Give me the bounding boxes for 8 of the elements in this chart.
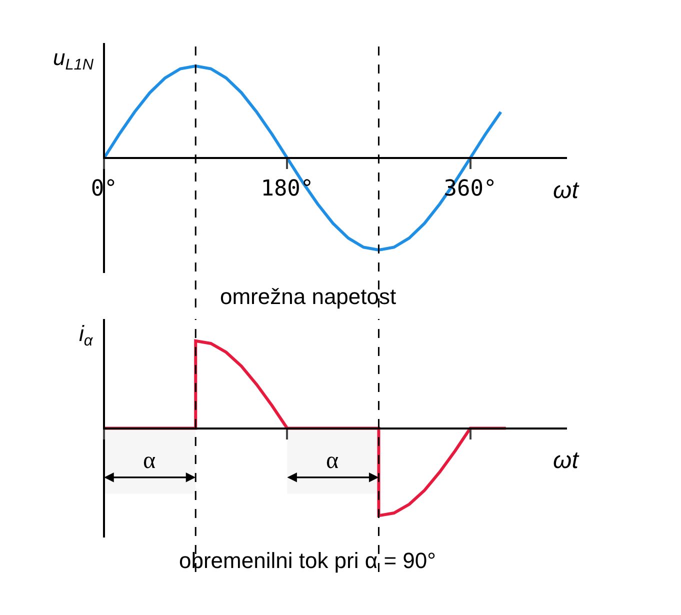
band-label: α xyxy=(143,448,156,474)
text: omrežna napetost xyxy=(220,284,396,309)
text: obremenilni tok pri α = 90° xyxy=(179,548,436,573)
x-axis-title: ωt xyxy=(553,447,580,474)
y-axis-title: u$_{L1N}$ xyxy=(53,45,94,74)
y-axis-title: i$_{α}$ xyxy=(79,321,94,350)
band-label: α xyxy=(326,448,339,474)
x-axis-title: ωt xyxy=(553,177,580,204)
